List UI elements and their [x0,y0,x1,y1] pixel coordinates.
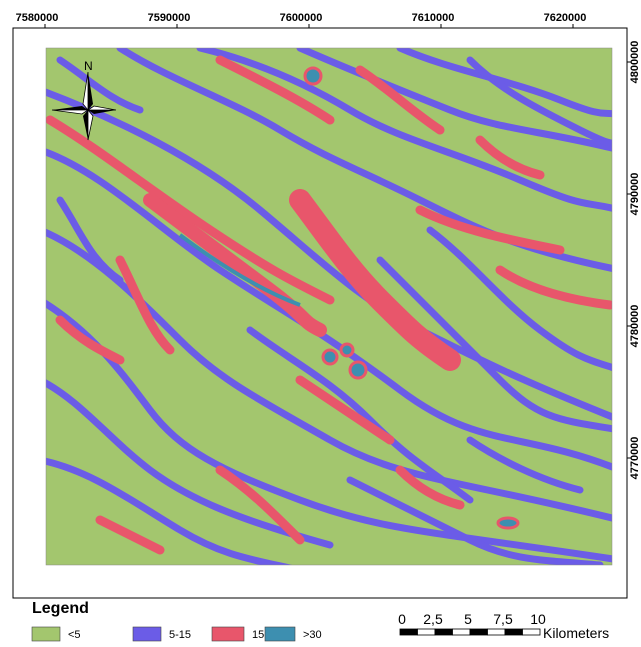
y-tick-label: 4780000 [629,305,641,348]
scale-label: 7,5 [493,611,513,627]
legend-label: <5 [68,629,81,641]
scale-segment [435,629,453,635]
legend-label: >30 [303,629,322,641]
scale-segment [418,629,436,635]
legend-label: 5-15 [169,629,191,641]
y-tick-label: 4770000 [629,437,641,480]
legend-swatch [32,627,60,641]
x-tick-label: 7620000 [544,12,587,24]
x-tick-label: 7600000 [280,12,323,24]
y-tick-label: 4800000 [629,41,641,84]
x-tick-label: 7580000 [16,12,59,24]
scale-segment [400,629,418,635]
map-raster [40,48,620,575]
scale-label: 5 [464,611,472,627]
legend-swatch [212,627,244,641]
scale-segment [505,629,523,635]
legend-swatch [265,627,295,641]
map-page: 7580000 7590000 7600000 7610000 7620000 48000… [0,0,641,642]
x-tick-label: 7610000 [412,12,455,24]
legend-swatch [133,627,161,641]
legend-title: Legend [32,600,89,617]
scale-segment [488,629,506,635]
scale-segment [470,629,488,635]
scale-segment [453,629,471,635]
legend: <55-1515-30>30 [32,627,322,641]
scale-unit: Kilometers [543,625,609,641]
y-tick-label: 4790000 [629,173,641,216]
scale-segment [523,629,541,635]
x-tick-label: 7590000 [148,12,191,24]
scale-label: 0 [398,611,406,627]
north-label: N [84,59,93,73]
scale-label: 2,5 [423,611,443,627]
